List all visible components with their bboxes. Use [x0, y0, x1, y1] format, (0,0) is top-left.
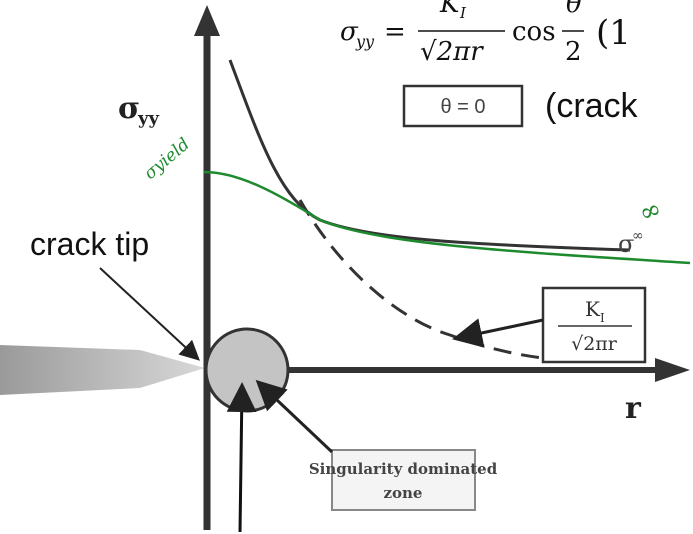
zone-arrow: [260, 384, 332, 452]
singular-arrow: [458, 320, 543, 338]
formula: σ yy = K I √2πr cos θ 2 (1: [340, 0, 631, 67]
formula-equals: =: [384, 17, 406, 47]
y-axis-label-sub: yy: [137, 108, 159, 129]
zone-line2: zone: [384, 484, 423, 502]
singular-denominator: √2πr: [571, 333, 618, 355]
singular-curve: [300, 200, 565, 360]
far-field-sup: ∞: [632, 228, 644, 244]
crack-tip-arrow: [100, 268, 197, 358]
y-axis-label: σ: [118, 91, 140, 126]
formula-numerator: K: [439, 0, 461, 19]
handwritten-yield: σyield: [140, 134, 194, 183]
crack-wedge: [0, 345, 205, 395]
crack-tip-label: crack tip: [30, 226, 149, 262]
formula-numerator-sub: I: [459, 4, 467, 22]
formula-paren: (1: [596, 13, 631, 53]
condition-label: θ = 0: [440, 96, 485, 118]
diagram: σ yy = K I √2πr cos θ 2 (1 σ yy r θ = 0 …: [0, 0, 693, 534]
formula-angle-den: 2: [565, 37, 582, 67]
condition-text: (crack: [545, 87, 639, 125]
formula-cos: cos: [512, 17, 556, 47]
handwritten-infinity: ∞: [635, 194, 666, 230]
zone-arrow-bottom: [240, 388, 242, 532]
formula-denominator: √2πr: [420, 37, 484, 67]
x-axis-label: r: [625, 391, 642, 426]
singular-numerator-sub: I: [600, 311, 605, 325]
zone-line1: Singularity dominated: [309, 460, 498, 478]
singular-numerator: K: [585, 297, 601, 321]
y-arrowhead: [194, 5, 220, 36]
x-arrowhead: [655, 358, 690, 382]
formula-angle-num: θ: [566, 0, 582, 19]
formula-lhs-sub: yy: [355, 32, 375, 51]
